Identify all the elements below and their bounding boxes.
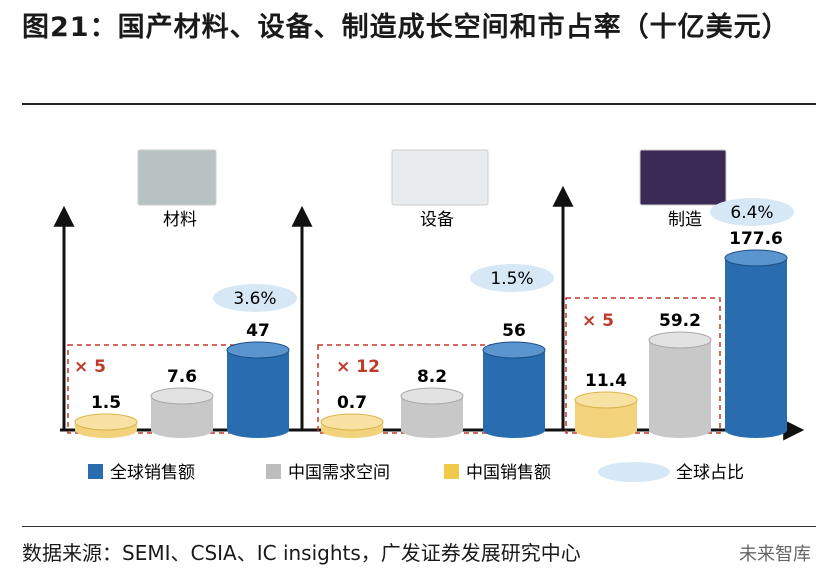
value-label: 8.2 [417, 367, 447, 387]
value-label: 11.4 [585, 371, 627, 391]
bar-全球销售额 [725, 258, 787, 430]
highlight-box [565, 297, 721, 434]
multiplier-label: × 5 [582, 311, 614, 331]
category-thumbnail-2 [391, 149, 489, 206]
share-bubble [470, 264, 554, 292]
share-bubble [710, 198, 794, 226]
bar-全球销售额 [483, 350, 545, 430]
category-label: 制造 [668, 210, 702, 230]
legend-label: 中国需求空间 [288, 463, 390, 483]
legend-swatch [88, 464, 103, 479]
legend-label: 全球销售额 [110, 463, 195, 483]
value-label: 177.6 [729, 229, 783, 249]
highlight-box [317, 344, 499, 434]
chart-title: 图21：国产材料、设备、制造成长空间和市占率（十亿美元） [22, 12, 790, 43]
share-bubble [213, 284, 297, 312]
bar-top [74, 413, 138, 431]
value-label: 7.6 [167, 367, 197, 387]
legend-swatch [266, 464, 281, 479]
bar-base [575, 422, 637, 438]
category-thumbnail-3 [639, 149, 727, 206]
bar-中国需求空间 [649, 340, 711, 430]
bar-top [648, 331, 712, 349]
bar-base [649, 422, 711, 438]
bar-全球销售额 [227, 350, 289, 430]
bar-top [150, 387, 214, 405]
value-label: 56 [502, 321, 526, 341]
title-divider [22, 103, 816, 105]
category-thumbnail-1 [137, 149, 217, 206]
legend-label: 全球占比 [676, 463, 744, 483]
share-label: 3.6% [233, 289, 276, 309]
value-label: 0.7 [337, 393, 367, 413]
legend-swatch [444, 464, 459, 479]
bar-top [724, 249, 788, 267]
bar-base [151, 422, 213, 438]
bar-top [400, 387, 464, 405]
footer-divider [22, 526, 816, 527]
value-label: 1.5 [91, 393, 121, 413]
category-label: 设备 [420, 210, 454, 230]
multiplier-label: × 12 [336, 357, 380, 377]
bar-base [725, 422, 787, 438]
legend-label: 中国销售额 [466, 463, 551, 483]
bar-top [482, 341, 546, 359]
watermark: 未来智库 [739, 544, 811, 565]
bar-base [483, 422, 545, 438]
share-label: 1.5% [490, 269, 533, 289]
bar-top [226, 341, 290, 359]
legend-swatch-share [598, 462, 670, 482]
bar-top [574, 391, 638, 409]
bar-base [401, 422, 463, 438]
category-label: 材料 [163, 210, 197, 230]
bar-base [227, 422, 289, 438]
bar-top [320, 413, 384, 431]
source-note: 数据来源：SEMI、CSIA、IC insights，广发证券发展研究中心 [22, 541, 581, 565]
value-label: 47 [246, 321, 270, 341]
share-label: 6.4% [730, 203, 773, 223]
value-label: 59.2 [659, 311, 701, 331]
multiplier-label: × 5 [74, 357, 106, 377]
